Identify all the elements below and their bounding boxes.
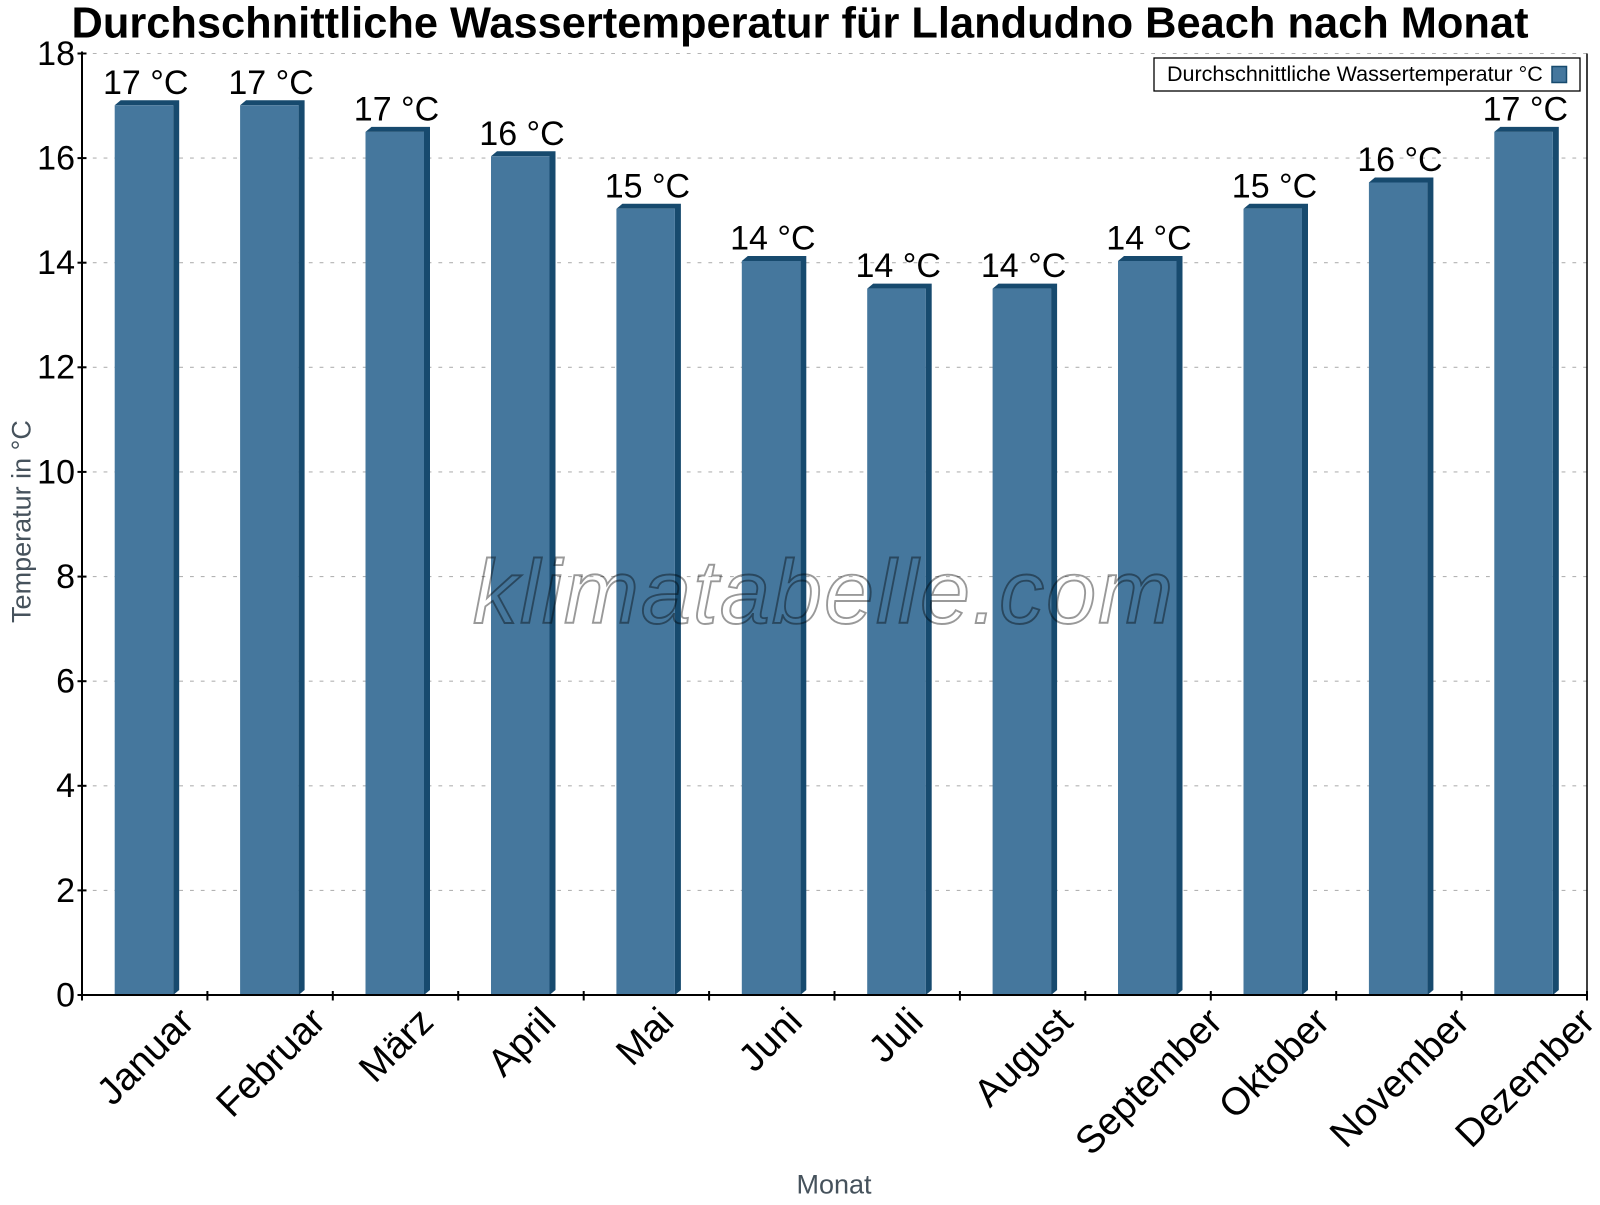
svg-text:Durchschnittliche Wassertemper: Durchschnittliche Wassertemperatur für L… <box>72 0 1529 48</box>
svg-text:17 °C: 17 °C <box>228 64 313 102</box>
svg-text:16: 16 <box>37 140 75 178</box>
svg-text:15 °C: 15 °C <box>605 167 690 205</box>
svg-text:16 °C: 16 °C <box>479 115 564 153</box>
svg-text:6: 6 <box>56 663 75 701</box>
svg-text:18: 18 <box>37 35 75 73</box>
svg-text:17 °C: 17 °C <box>354 90 439 128</box>
svg-text:0: 0 <box>56 976 75 1014</box>
svg-text:10: 10 <box>37 453 75 491</box>
svg-text:14 °C: 14 °C <box>730 220 815 258</box>
svg-text:16 °C: 16 °C <box>1357 141 1442 179</box>
svg-text:2: 2 <box>56 872 75 910</box>
svg-text:14: 14 <box>37 244 75 282</box>
svg-text:4: 4 <box>56 767 75 805</box>
svg-text:17 °C: 17 °C <box>1483 90 1568 128</box>
svg-text:Temperatur in °C: Temperatur in °C <box>7 420 37 623</box>
svg-text:14 °C: 14 °C <box>1106 220 1191 258</box>
svg-text:Durchschnittliche Wassertemper: Durchschnittliche Wassertemperatur °C <box>1167 62 1543 86</box>
svg-text:Monat: Monat <box>796 1170 872 1200</box>
svg-text:8: 8 <box>56 558 75 596</box>
svg-text:14 °C: 14 °C <box>981 247 1066 285</box>
svg-text:14 °C: 14 °C <box>855 247 940 285</box>
svg-text:klimatabelle.com: klimatabelle.com <box>473 543 1175 643</box>
svg-text:15 °C: 15 °C <box>1232 167 1317 205</box>
svg-text:17 °C: 17 °C <box>103 64 188 102</box>
svg-text:12: 12 <box>37 349 75 387</box>
